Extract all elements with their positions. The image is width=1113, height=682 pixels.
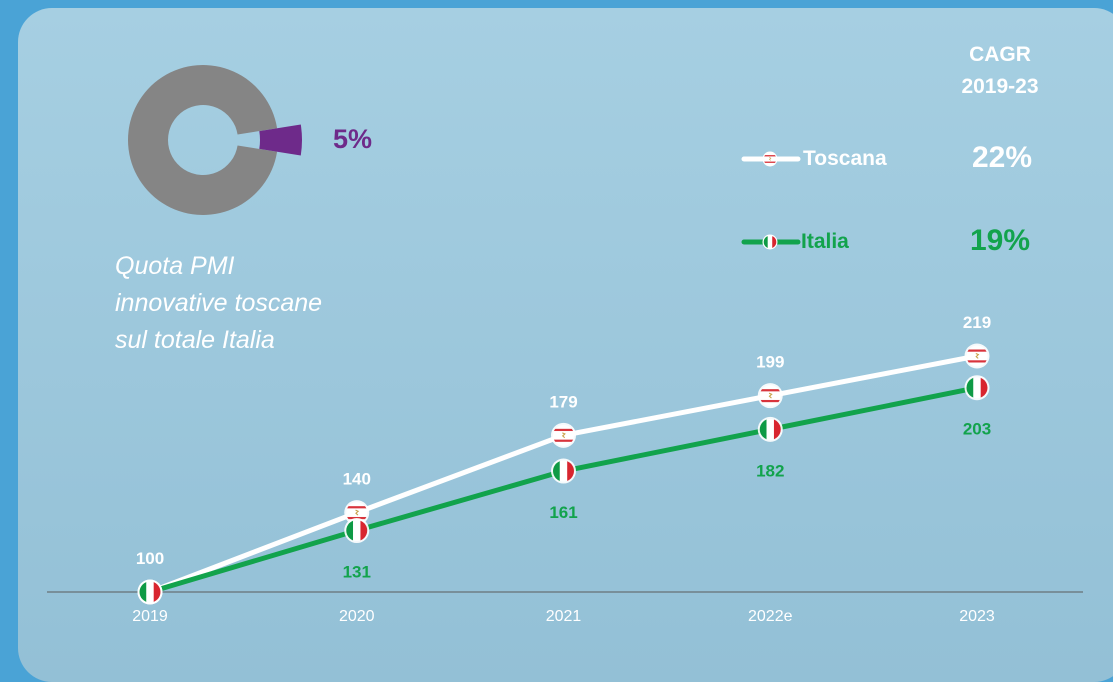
share-donut-chart xyxy=(128,65,302,216)
data-label-toscana: 219 xyxy=(963,313,991,332)
line-chart: 2019 2020 2021 2022e 2023 100 140 179 199 219 131… xyxy=(47,65,1083,625)
donut-slice-rest xyxy=(128,65,278,216)
data-labels: 100 140 179 199 219 131 161 182 203 xyxy=(136,313,991,582)
legend xyxy=(741,151,801,250)
data-point-italia xyxy=(137,579,163,605)
data-point-italia xyxy=(757,416,783,442)
x-tick-label: 2020 xyxy=(339,608,375,625)
data-label-toscana: 199 xyxy=(756,353,784,372)
x-tick-label: 2021 xyxy=(546,608,582,625)
data-point-toscana xyxy=(757,383,783,409)
x-axis-ticks: 2019 2020 2021 2022e 2023 xyxy=(132,608,995,625)
data-label-italia: 161 xyxy=(549,503,577,522)
share-caption-line: sul totale Italia xyxy=(115,326,275,354)
data-point-italia xyxy=(344,518,370,544)
data-point-toscana xyxy=(964,343,990,369)
data-label-italia: 182 xyxy=(756,461,784,480)
data-label-italia: 203 xyxy=(963,420,991,439)
x-tick-label: 2023 xyxy=(959,608,995,625)
legend-label-italia: Italia xyxy=(801,230,849,253)
x-tick-label: 2022e xyxy=(748,608,793,625)
series-line-italia xyxy=(147,385,980,595)
donut-slice-share xyxy=(259,124,302,156)
cagr-value-toscana: 22% xyxy=(972,141,1033,174)
background-panel xyxy=(18,8,1113,682)
cagr-header: CAGR xyxy=(969,43,1031,66)
share-percentage: 5% xyxy=(333,124,373,154)
share-caption-line: Quota PMI xyxy=(115,252,235,280)
share-caption: Quota PMI innovative toscane sul totale … xyxy=(115,248,415,359)
data-point-italia xyxy=(551,458,576,484)
data-point-toscana xyxy=(551,422,576,448)
series-markers xyxy=(137,343,990,605)
x-tick-label: 2019 xyxy=(132,608,168,625)
data-label-toscana: 100 xyxy=(136,549,164,568)
cagr-value-italia: 19% xyxy=(970,224,1031,257)
data-label-italia: 131 xyxy=(343,563,371,582)
share-caption-line: innovative toscane xyxy=(115,289,323,317)
data-label-toscana: 179 xyxy=(549,392,577,411)
legend-swatch-toscana xyxy=(741,151,801,167)
legend-swatch-italia xyxy=(741,234,801,250)
data-label-toscana: 140 xyxy=(343,470,371,489)
cagr-period: 2019-23 xyxy=(961,75,1039,98)
infographic: 2019 2020 2021 2022e 2023 100 140 179 199 219 131… xyxy=(18,8,1113,682)
legend-label-toscana: Toscana xyxy=(803,147,887,170)
data-point-italia xyxy=(964,375,990,401)
